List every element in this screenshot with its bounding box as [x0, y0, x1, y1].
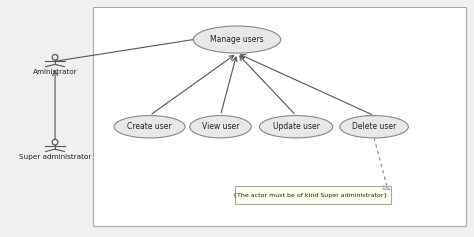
Bar	[235, 186, 391, 205]
Text: Manage users: Manage users	[210, 35, 264, 44]
Text: Update user: Update user	[273, 122, 319, 131]
Polygon shape	[383, 186, 391, 189]
Text: Delete user: Delete user	[352, 122, 396, 131]
Text: Super administrator: Super administrator	[19, 154, 91, 160]
Bar	[93, 7, 466, 226]
Ellipse shape	[190, 116, 251, 138]
Text: {The actor must be of kind Super administrator}: {The actor must be of kind Super adminis…	[233, 193, 388, 198]
Text: Create user: Create user	[127, 122, 172, 131]
Ellipse shape	[193, 26, 281, 53]
Ellipse shape	[259, 116, 333, 138]
Ellipse shape	[340, 116, 408, 138]
Ellipse shape	[114, 116, 185, 138]
Text: View user: View user	[202, 122, 239, 131]
Text: Aministrator: Aministrator	[33, 69, 77, 75]
